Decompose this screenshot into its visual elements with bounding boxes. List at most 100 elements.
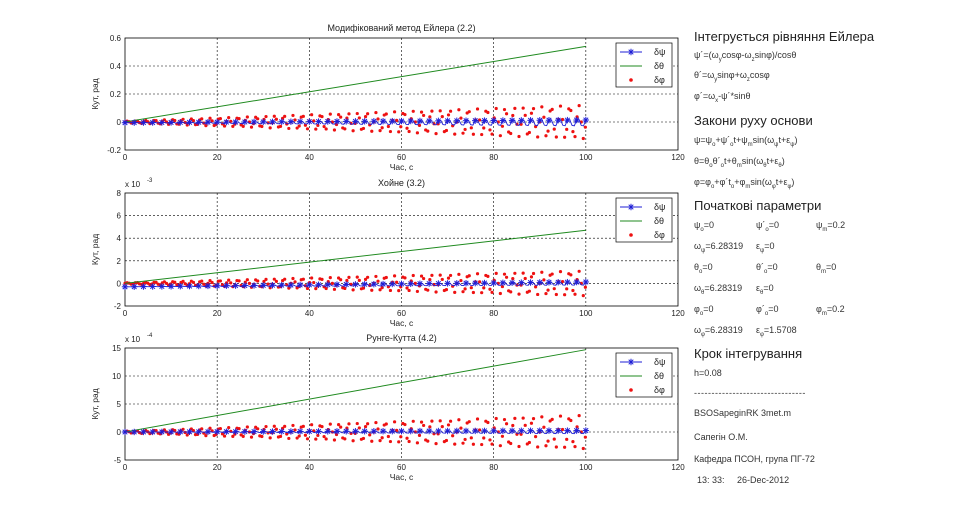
- dpsi-point-d2: [297, 119, 303, 125]
- chart-title: Хойне (3.2): [378, 178, 425, 188]
- dphi-point: [461, 131, 465, 135]
- dpsi-point-d2: [573, 427, 580, 434]
- dpsi-point-d2: [242, 119, 248, 125]
- dphi-point: [571, 288, 575, 293]
- legend-label: δφ: [654, 230, 665, 240]
- dphi-point: [461, 290, 465, 294]
- dphi-point: [446, 423, 451, 427]
- dpsi-point-d2: [472, 117, 478, 124]
- dphi-point: [397, 440, 401, 444]
- x-tick-label: 20: [213, 309, 222, 318]
- dpsi-point-d2: [352, 281, 359, 288]
- dphi-point: [583, 285, 587, 289]
- dphi-point: [511, 113, 515, 118]
- dpsi-point-d2: [380, 428, 386, 434]
- dphi-point: [295, 436, 299, 440]
- dphi-point: [480, 442, 484, 447]
- dphi-point: [361, 436, 366, 441]
- dphi-point: [245, 115, 249, 119]
- dphi-point: [529, 111, 534, 115]
- dpsi-point-d2: [269, 119, 276, 125]
- dphi-point: [378, 129, 382, 133]
- dphi-point: [370, 129, 374, 133]
- legend-box: [615, 352, 673, 398]
- dphi-point: [552, 437, 556, 441]
- dphi-point: [249, 435, 254, 439]
- dphi-point: [534, 285, 538, 289]
- dpsi-point-d2: [196, 119, 202, 125]
- dphi-point: [283, 114, 287, 118]
- dpsi-point-d2: [463, 428, 469, 434]
- x-tick-label: 120: [671, 463, 685, 472]
- x-tick-label: 100: [579, 309, 593, 318]
- dphi-point: [210, 119, 214, 123]
- dphi-point: [560, 427, 565, 432]
- dphi-point: [328, 275, 332, 280]
- dpsi-point-d2: [279, 282, 285, 288]
- dphi-point: [256, 279, 260, 283]
- dphi-point: [272, 424, 276, 428]
- x-tick-label: 20: [213, 463, 222, 472]
- dphi-point: [428, 115, 432, 119]
- dpsi-point-d2: [435, 428, 442, 434]
- dpsi-point-d2: [389, 118, 395, 124]
- dpsi-point-d2: [315, 428, 322, 435]
- dphi-point: [469, 436, 473, 440]
- dphi-point: [268, 126, 272, 130]
- dpsi-point-d2: [288, 119, 294, 125]
- dphi-point: [415, 131, 419, 135]
- dpsi-point-d2: [269, 282, 276, 288]
- dphi-point: [363, 425, 368, 429]
- dphi-point: [386, 434, 390, 439]
- legend: δψ δθ δφ: [615, 42, 673, 88]
- department-name: Кафедра ПСОН, група ПГ-72: [694, 454, 815, 464]
- info-panel: Інтегрується рівняння Ейлера ψ´=(ωycosφ-…: [688, 24, 966, 514]
- dphi-point: [361, 126, 366, 131]
- dphi-point: [513, 416, 517, 420]
- equation-theta: θ´=ωysinφ+ωzcosφ: [694, 70, 770, 83]
- dpsi-point-d2: [518, 117, 524, 124]
- dphi-point: [287, 126, 291, 131]
- x-tick-label: 100: [579, 463, 593, 472]
- dphi-point: [266, 282, 270, 286]
- dphi-point: [291, 423, 295, 428]
- dphi-point: [569, 108, 573, 113]
- dphi-point: [314, 287, 318, 291]
- dphi-point: [523, 113, 527, 117]
- y-tick-label: 4: [117, 234, 122, 243]
- dpsi-point-d2: [223, 119, 230, 125]
- dphi-point: [208, 426, 212, 430]
- dphi-point: [395, 280, 399, 284]
- dphi-point: [426, 288, 430, 292]
- dphi-point: [434, 132, 438, 136]
- dphi-point: [573, 292, 577, 296]
- dphi-point: [249, 125, 254, 129]
- dpsi-point-d2: [279, 428, 285, 435]
- dphi-point: [173, 118, 177, 123]
- dphi-point: [305, 127, 310, 131]
- dphi-point: [222, 124, 227, 128]
- dphi-point: [314, 127, 318, 131]
- dphi-point: [430, 109, 434, 113]
- dphi-point: [366, 422, 370, 426]
- dphi-point: [540, 270, 544, 274]
- dpsi-point-d2: [398, 428, 405, 434]
- separator-line: --------------------------------: [694, 388, 806, 398]
- time-value: 13: 33:: [697, 475, 725, 485]
- dpsi-point-d2: [380, 118, 386, 124]
- dphi-point: [241, 124, 245, 128]
- dpsi-point-d2: [131, 119, 137, 126]
- dphi-point: [191, 118, 196, 123]
- dphi-point: [312, 119, 316, 123]
- legend-label: δθ: [654, 61, 664, 71]
- chart-title: Модифікований метод Ейлера (2.2): [327, 23, 475, 33]
- dphi-point: [546, 288, 550, 292]
- exponent-power: -4: [147, 333, 153, 339]
- dphi-point: [357, 278, 361, 282]
- dphi-point: [347, 112, 351, 116]
- initial-theta-omega-row: ωθ=6.28319 εθ=0: [694, 283, 774, 296]
- dpsi-point-d2: [205, 429, 211, 435]
- dphi-point: [511, 423, 515, 428]
- series-dtheta: [124, 45, 586, 123]
